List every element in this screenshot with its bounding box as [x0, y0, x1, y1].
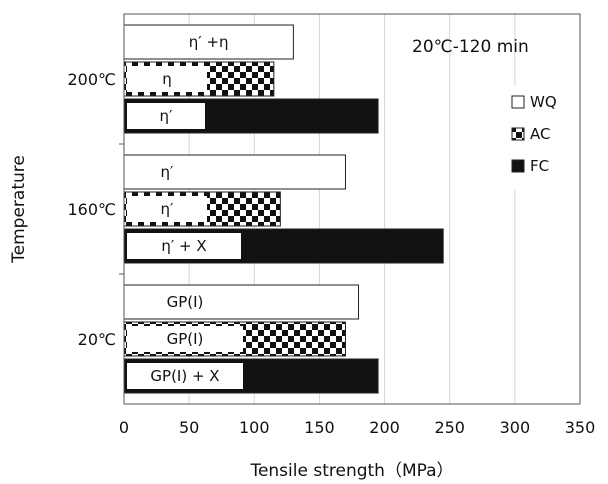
x-tick-label: 50 — [179, 418, 199, 437]
x-tick-label: 250 — [434, 418, 465, 437]
legend-label: AC — [530, 125, 550, 143]
bar-phase-label: GP(I) — [167, 293, 204, 311]
y-axis-categories: 200℃ 160℃ 20℃ — [67, 70, 116, 349]
bar-phase-label: η′ — [161, 200, 175, 218]
legend-swatch — [511, 127, 525, 141]
bar-phase-label: GP(I) — [167, 330, 204, 348]
legend-label: FC — [530, 157, 549, 175]
x-tick-label: 100 — [239, 418, 270, 437]
x-tick-label: 300 — [500, 418, 531, 437]
bar-label-box — [127, 233, 241, 259]
x-tick-label: 350 — [565, 418, 596, 437]
bar-phase-label: η — [162, 70, 172, 88]
x-axis-title: Tensile strength（MPa） — [249, 461, 453, 481]
bar-label-box — [127, 103, 205, 129]
y-category-label: 20℃ — [78, 330, 116, 349]
bar-phase-label: η′ — [160, 107, 174, 125]
bar-label-box — [127, 326, 243, 352]
bar-label-box — [127, 196, 207, 222]
x-tick-label: 0 — [119, 418, 129, 437]
x-tick-label: 200 — [369, 418, 400, 437]
legend-swatch — [511, 159, 525, 173]
y-axis-title: Temperature — [9, 155, 29, 264]
legend-label: WQ — [530, 93, 557, 111]
x-tick-label: 150 — [304, 418, 335, 437]
bar-label-box — [127, 66, 207, 92]
legend-swatch — [511, 95, 525, 109]
y-category-label: 200℃ — [67, 70, 116, 89]
bars: η′ +η η η′ η′ η′ η′ + X GP(I) GP(I) GP(I) + X — [123, 24, 444, 394]
bar-phase-label: η′ +η — [189, 33, 229, 51]
plot-frame — [123, 13, 581, 405]
y-category-label: 160℃ — [67, 200, 116, 219]
bar-label-box — [127, 289, 243, 315]
bar-phase-label: η′ — [161, 163, 175, 181]
bar-label-box — [127, 363, 243, 389]
x-axis-ticks: 0 50 100 150 200 250 300 350 — [119, 143, 596, 437]
bar-phase-label: GP(I) + X — [150, 367, 219, 385]
legend: WQ AC FC — [500, 86, 574, 190]
bar-label-box — [127, 159, 207, 185]
condition-annotation: 20℃-120 min — [412, 37, 529, 57]
bar-label-box — [127, 29, 291, 55]
bar-phase-label: η′ + X — [161, 237, 206, 255]
